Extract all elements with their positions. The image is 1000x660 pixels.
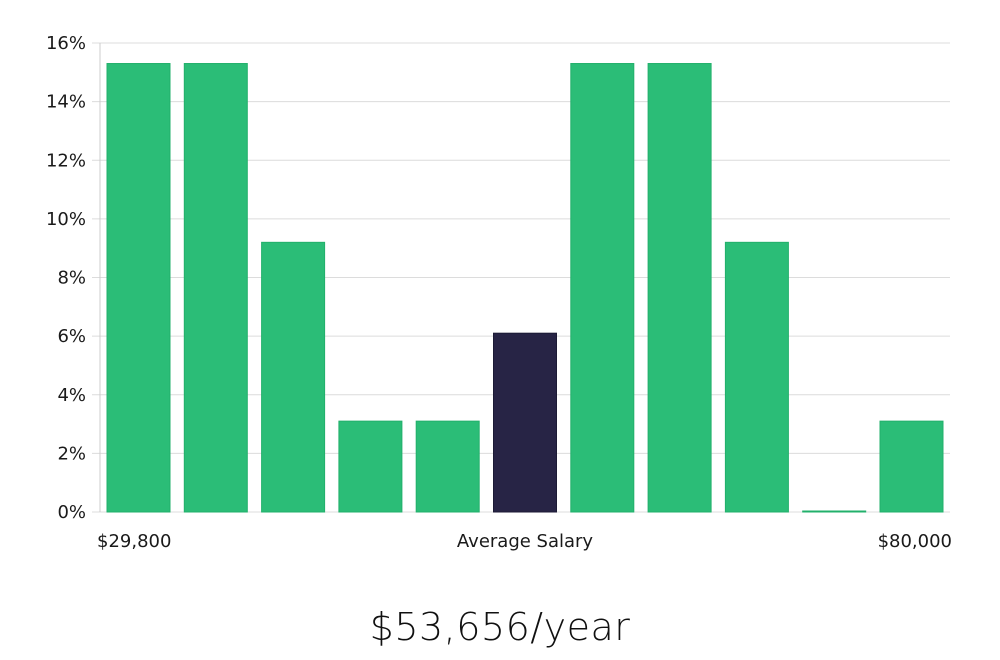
y-tick-label: 8% bbox=[57, 268, 86, 289]
bar bbox=[261, 241, 326, 513]
y-tick-label: 10% bbox=[46, 209, 86, 230]
bar bbox=[106, 63, 171, 513]
y-tick-label: 6% bbox=[57, 326, 86, 347]
x-axis-labels: $29,800 Average Salary $80,000 bbox=[97, 531, 952, 552]
bar bbox=[570, 63, 635, 513]
chart-svg: 0% 2% 4% 6% 8% 10% 12% 14% 16% $29,800 Average S… bbox=[46, 33, 952, 552]
bar bbox=[647, 63, 712, 513]
y-tick-label: 12% bbox=[46, 150, 86, 171]
x-min-label: $29,800 bbox=[97, 531, 171, 552]
bar bbox=[338, 420, 403, 513]
x-axis-title: Average Salary bbox=[457, 531, 594, 552]
average-salary-value: $53,656/year bbox=[369, 605, 631, 649]
y-tick-label: 2% bbox=[57, 443, 86, 464]
y-tick-label: 16% bbox=[46, 33, 86, 54]
bars bbox=[106, 63, 944, 513]
x-max-label: $80,000 bbox=[878, 531, 952, 552]
y-tick-label: 4% bbox=[57, 385, 86, 406]
y-tick-label: 14% bbox=[46, 92, 86, 113]
bar bbox=[724, 241, 789, 513]
bar bbox=[415, 420, 480, 513]
salary-histogram: 0% 2% 4% 6% 8% 10% 12% 14% 16% $29,800 Average S… bbox=[46, 33, 952, 552]
bar-highlighted bbox=[493, 332, 557, 513]
y-tick-label: 0% bbox=[57, 502, 86, 523]
y-axis-ticks: 0% 2% 4% 6% 8% 10% 12% 14% 16% bbox=[46, 33, 86, 523]
bar bbox=[802, 510, 867, 513]
bar bbox=[879, 420, 944, 513]
bar bbox=[183, 63, 248, 513]
